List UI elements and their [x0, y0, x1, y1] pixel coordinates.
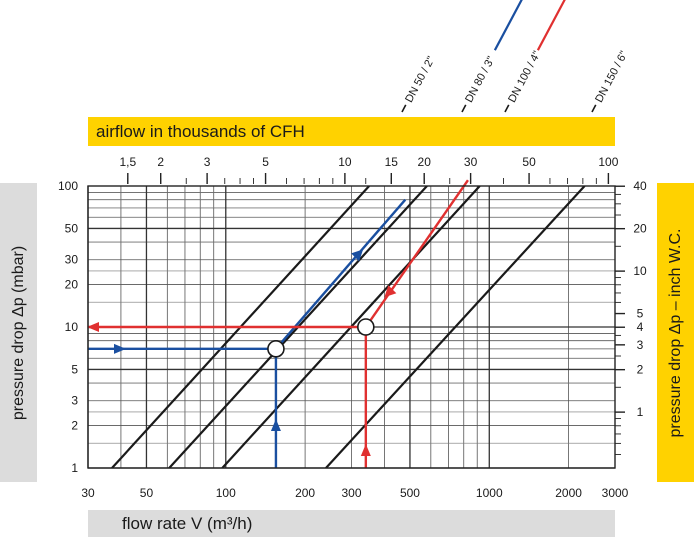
- example-paths: [87, 179, 469, 468]
- top-tick-30: 30: [464, 155, 478, 169]
- right-tick-2: 2: [637, 363, 644, 377]
- x-tick-labels: 30 50 100 200 300 500 1000 2000 3000: [81, 486, 628, 500]
- dn-label-1: DN 50 / 2": [401, 54, 438, 113]
- x-axis-title: flow rate V (m³/h): [88, 510, 615, 537]
- right-tick-20: 20: [633, 222, 647, 236]
- x-tick-3000: 3000: [602, 486, 629, 500]
- y-tick-100: 100: [58, 179, 78, 193]
- right-tick-4: 4: [637, 320, 644, 334]
- x-tick-200: 200: [295, 486, 315, 500]
- y-tick-2: 2: [71, 419, 78, 433]
- y-axis-title: pressure drop Δp (mbar): [0, 183, 37, 482]
- dn-label-color-bar: [493, 0, 524, 51]
- y-tick-5: 5: [71, 362, 78, 376]
- right-tick-10: 10: [633, 264, 647, 278]
- top-tick-3: 3: [204, 155, 211, 169]
- dn-label-text: DN 80 / 3": [463, 54, 497, 104]
- example-arrow-diag-2: [384, 285, 397, 298]
- dn-label-text: DN 100 / 4": [506, 49, 543, 105]
- y-tick-3: 3: [71, 394, 78, 408]
- y-tick-30: 30: [65, 253, 79, 267]
- y-tick-1: 1: [71, 461, 78, 475]
- x-tick-300: 300: [341, 486, 361, 500]
- y-tick-10: 10: [65, 320, 79, 334]
- top-tick-1,5: 1,5: [119, 155, 136, 169]
- x-tick-500: 500: [400, 486, 420, 500]
- top-tick-labels: 1,5 2 3 5 10 15 20 30 50 100: [119, 155, 619, 184]
- top-axis-title: airflow in thousands of CFH: [88, 117, 615, 146]
- top-tick-15: 15: [385, 155, 399, 169]
- x-tick-100: 100: [216, 486, 236, 500]
- right-tick-40: 40: [633, 179, 647, 193]
- operating-point-1: [267, 340, 285, 358]
- x-tick-50: 50: [140, 486, 154, 500]
- top-tick-50: 50: [522, 155, 536, 169]
- example-arrow-diag-1: [351, 249, 364, 262]
- dn-labels: DN 50 / 2" DN 80 / 3" DN 100 / 4" DN 150 / …: [401, 0, 630, 113]
- y-axis-right-title-text: pressure drop Δp – inch W.C.: [666, 228, 684, 437]
- dn-label-tick: [504, 104, 510, 113]
- dn-label-tick: [401, 104, 407, 113]
- y-axis-right-title: pressure drop Δp – inch W.C.: [657, 183, 694, 482]
- top-tick-20: 20: [418, 155, 432, 169]
- y-axis-title-text: pressure drop Δp (mbar): [9, 245, 27, 420]
- operating-point-2: [357, 318, 375, 336]
- y-tick-20: 20: [65, 278, 79, 292]
- y-tick-50: 50: [65, 221, 79, 235]
- x-axis-title-suffix: (m³/h): [202, 513, 253, 533]
- example-diagonal-1: [275, 198, 407, 350]
- example-arrow-h-2: [87, 322, 99, 332]
- example-arrow-up-2: [360, 444, 371, 456]
- right-tick-3: 3: [637, 338, 644, 352]
- dn-label-tick: [461, 104, 467, 113]
- x-tick-2000: 2000: [555, 486, 582, 500]
- x-tick-1000: 1000: [476, 486, 503, 500]
- top-tick-100: 100: [598, 155, 618, 169]
- dn-label-tick: [591, 104, 597, 113]
- right-tick-5: 5: [637, 307, 644, 321]
- dn-label-text: DN 150 / 6": [593, 49, 630, 105]
- example-arrow-up-1: [270, 419, 281, 431]
- right-tick-1: 1: [637, 405, 644, 419]
- top-axis-title-text: airflow in thousands of CFH: [96, 121, 305, 141]
- x-tick-30: 30: [81, 486, 95, 500]
- top-tick-5: 5: [262, 155, 269, 169]
- y-tick-labels: 1 2 3 5 10 20 30 50 100: [58, 179, 78, 475]
- x-axis-title-symbol: V: [190, 513, 203, 533]
- top-tick-2: 2: [157, 155, 164, 169]
- x-axis-title-prefix: flow rate: [122, 513, 191, 533]
- dn-label-4: DN 150 / 6": [591, 49, 630, 113]
- dn-label-text: DN 50 / 2": [403, 54, 437, 104]
- example-diagonal-2: [364, 179, 469, 328]
- top-tick-10: 10: [338, 155, 352, 169]
- right-tick-labels: 1 2 3 45 10 20 40: [615, 179, 647, 456]
- dn-label-color-bar: [536, 0, 567, 51]
- dn-line-4: [325, 186, 586, 468]
- example-arrow-h-1: [114, 343, 126, 354]
